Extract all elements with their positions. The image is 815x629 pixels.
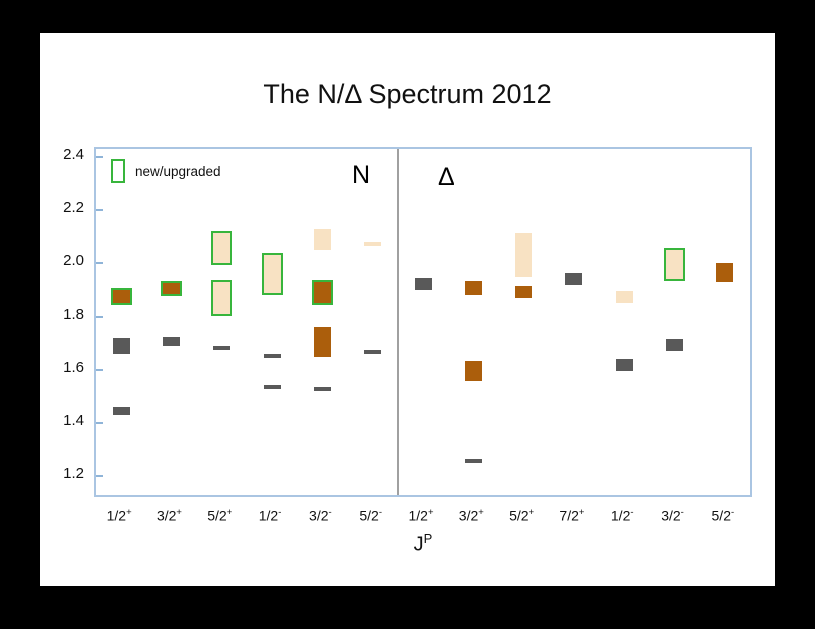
state-box-new-upgraded [261, 253, 283, 295]
state-box [414, 278, 432, 291]
plot-area: new/upgraded N Δ [94, 147, 752, 497]
x-tick-label: 3/2+ [156, 507, 182, 524]
state-box [112, 407, 130, 416]
state-box [213, 345, 231, 350]
state-box [515, 232, 533, 277]
state-box [263, 353, 281, 358]
state-box [313, 327, 331, 357]
y-tick-label: 2.0 [63, 252, 84, 270]
y-tick-label: 2.2 [63, 199, 84, 217]
x-axis-title-sup: P [423, 531, 433, 546]
state-box [666, 339, 684, 352]
state-box [364, 349, 382, 354]
x-axis-title-base: J [413, 533, 424, 556]
state-box [313, 387, 331, 392]
state-box [464, 360, 482, 381]
state-box [515, 286, 533, 299]
x-tick-label: 5/2+ [509, 507, 535, 524]
x-axis-title: JP [94, 531, 752, 557]
x-tick-label: 5/2- [359, 507, 382, 524]
y-tick-mark [96, 262, 103, 265]
state-box [364, 242, 382, 247]
state-box [615, 291, 633, 304]
x-tick-label: 1/2- [610, 507, 634, 524]
x-axis-labels: 1/2+ 3/2+ 5/2+ 1/2- 3/2- 5/2- 1/2+ 3/2+ 5/2+ 7/2+… [94, 507, 752, 529]
state-box [615, 359, 633, 372]
chart-title: The N/Δ Spectrum 2012 [263, 79, 552, 109]
section-label-n: N [352, 161, 371, 189]
x-tick-label: 5/2+ [207, 507, 233, 524]
y-axis: 2.4 2.2 2.0 1.8 1.6 1.4 1.2 [42, 146, 88, 497]
y-tick-mark [96, 209, 103, 212]
y-tick-mark [96, 422, 103, 425]
state-box-new-upgraded [664, 248, 686, 282]
legend: new/upgraded [111, 159, 221, 183]
y-tick-label: 1.2 [63, 465, 84, 483]
section-divider [396, 149, 399, 495]
x-tick-label: 3/2- [661, 507, 684, 524]
state-box [464, 280, 482, 296]
state-box [716, 263, 734, 283]
slide: The N/Δ Spectrum 2012 2.4 2.2 2.0 1.8 1.6 1.4… [40, 33, 775, 586]
legend-label: new/upgraded [135, 163, 221, 179]
y-tick-label: 1.6 [63, 358, 84, 376]
x-tick-label: 1/2+ [408, 507, 434, 524]
x-tick-label: 3/2+ [458, 507, 484, 524]
x-tick-label: 7/2+ [559, 507, 585, 524]
state-box [263, 384, 281, 389]
x-tick-label: 1/2+ [106, 507, 132, 524]
y-tick-label: 1.4 [63, 412, 84, 430]
state-box [464, 459, 482, 464]
state-box-new-upgraded [311, 280, 333, 306]
state-box-new-upgraded [211, 280, 233, 316]
section-label-delta: Δ [438, 163, 455, 191]
state-box-new-upgraded [160, 281, 182, 296]
new-upgraded-swatch-icon [111, 159, 125, 183]
state-box [565, 272, 583, 285]
x-tick-label: 3/2- [309, 507, 332, 524]
x-tick-label: 1/2- [258, 507, 282, 524]
y-tick-label: 2.4 [63, 146, 84, 163]
x-tick-label: 5/2- [711, 507, 735, 524]
y-tick-mark [96, 155, 103, 158]
state-box [313, 228, 331, 251]
state-box-new-upgraded [211, 230, 233, 266]
y-tick-mark [96, 368, 103, 371]
y-tick-mark [96, 315, 103, 318]
y-tick-mark [96, 475, 103, 478]
state-box [162, 336, 180, 346]
state-box-new-upgraded [110, 288, 132, 306]
state-box [112, 337, 130, 354]
y-tick-label: 1.8 [63, 305, 84, 323]
